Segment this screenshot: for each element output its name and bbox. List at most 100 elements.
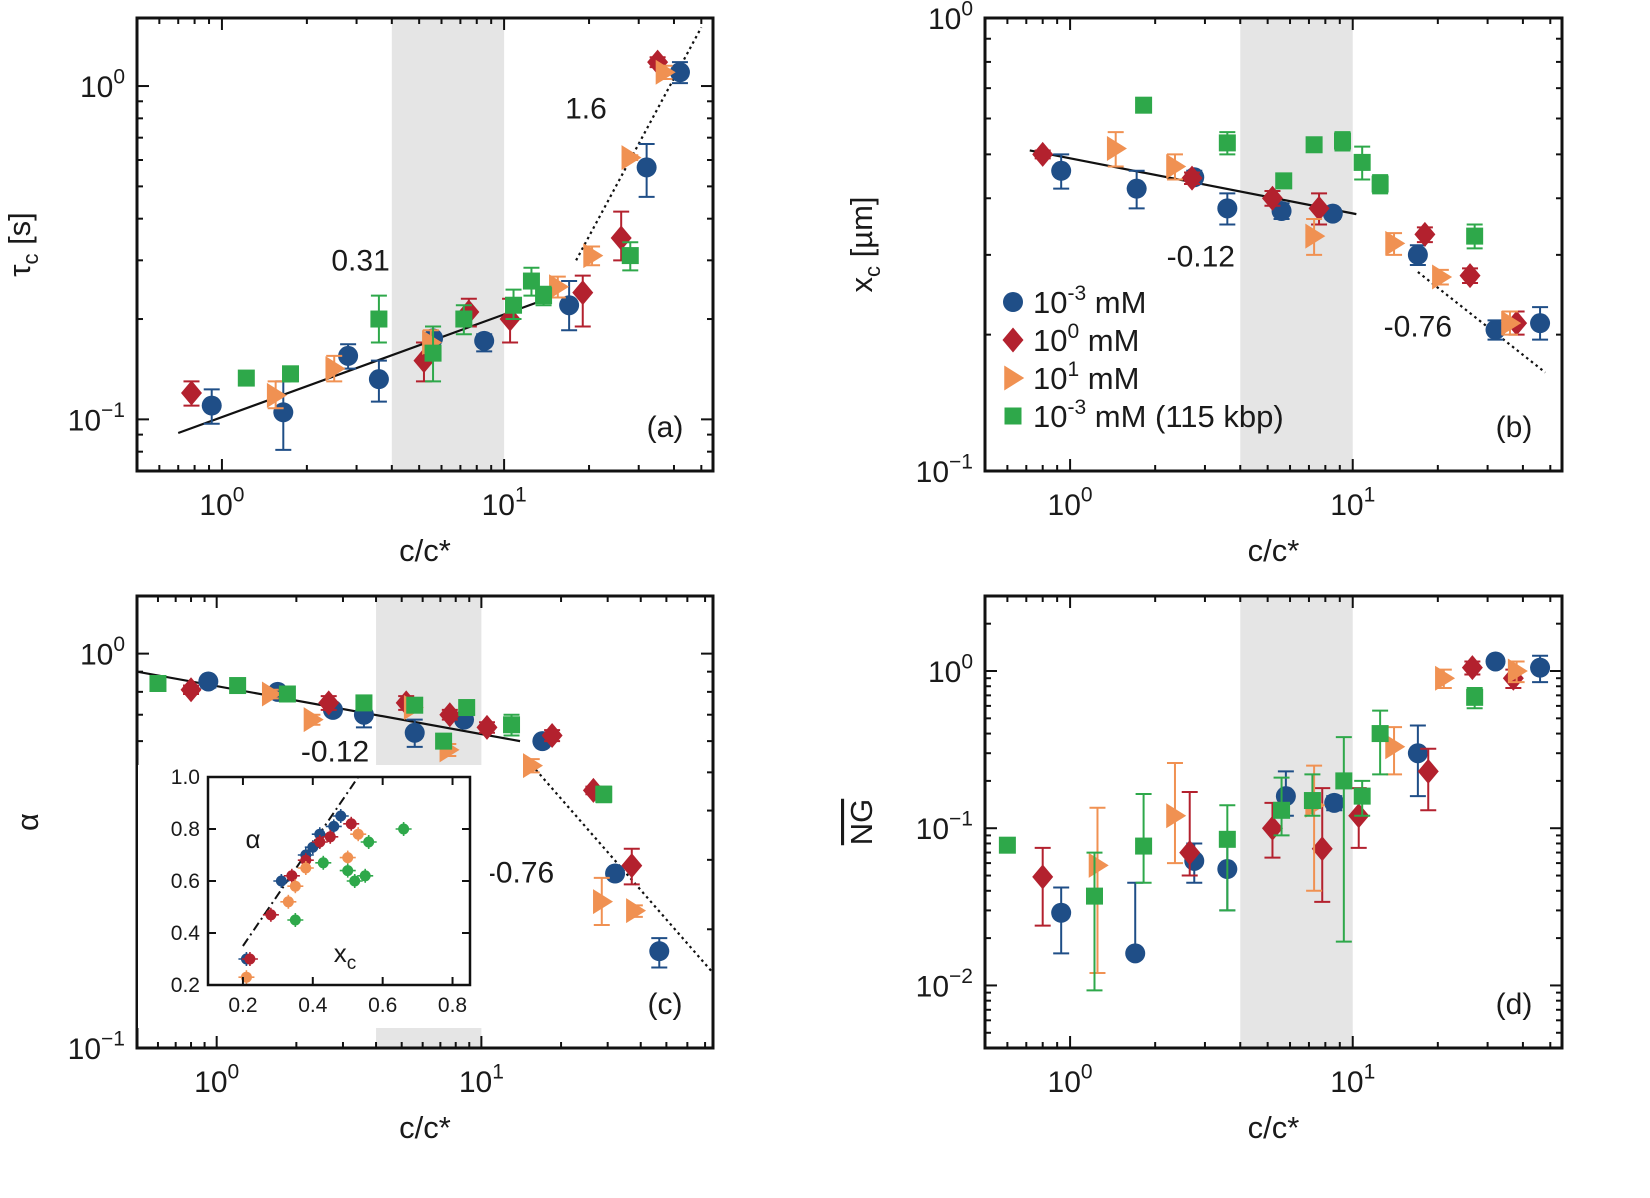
series-c115 — [1135, 96, 1484, 250]
x-tick-label: 101 — [482, 484, 527, 523]
data-point — [636, 157, 657, 178]
x-tick-label: 101 — [1330, 1061, 1375, 1100]
inset-data-point — [352, 828, 364, 840]
y-tick-label: 100 — [80, 66, 125, 105]
series-c115 — [998, 686, 1484, 992]
data-point — [1485, 319, 1506, 340]
data-point — [1032, 864, 1054, 890]
x-tick-label: 100 — [1048, 484, 1093, 523]
x-tick-label: 100 — [194, 1061, 239, 1100]
data-point — [1461, 655, 1483, 681]
axes-frame — [135, 16, 715, 473]
fit-line — [177, 296, 551, 435]
data-point — [325, 356, 346, 382]
data-point — [1353, 153, 1371, 171]
inset-series-c1e1 — [238, 827, 367, 985]
inset-y-tick-label: 0.4 — [171, 922, 201, 945]
data-point — [282, 365, 300, 383]
inset-data-point — [289, 914, 301, 926]
y-tick-label: 10−1 — [916, 451, 973, 490]
legend-label: 100 mM — [1033, 320, 1139, 358]
y-axis-label: τc [s] — [2, 212, 43, 277]
data-point — [605, 863, 626, 884]
y-tick-label: 100 — [928, 651, 973, 690]
x-axis-label: c/c* — [399, 1110, 451, 1145]
data-point — [1385, 230, 1406, 256]
inset-data-point — [328, 820, 340, 832]
legend-marker — [1004, 407, 1022, 425]
y-tick-label: 10−1 — [916, 808, 973, 847]
data-point — [1166, 803, 1187, 829]
data-point — [266, 382, 287, 408]
axes-frame — [983, 16, 1564, 473]
inset-data-point — [300, 862, 312, 874]
x-tick-label: 100 — [199, 484, 244, 523]
series-c1e-3 — [1051, 153, 1551, 341]
data-point — [523, 753, 544, 779]
data-point — [1485, 651, 1506, 672]
legend-label: 10-3 mM — [1033, 282, 1146, 320]
data-point — [1335, 772, 1353, 790]
data-point — [435, 732, 453, 750]
data-point — [1507, 658, 1528, 684]
inset-data-point — [265, 909, 277, 921]
y-tick-label: 10−1 — [68, 399, 125, 438]
inset-data-point — [324, 831, 336, 843]
inset-data-point — [286, 870, 298, 882]
data-point — [1305, 223, 1326, 249]
data-point — [198, 671, 219, 692]
data-point — [1305, 136, 1323, 154]
data-point — [655, 59, 676, 85]
data-point — [621, 145, 642, 171]
inset-y-tick-label: 0.2 — [171, 974, 200, 997]
inset-y-tick-label: 0.6 — [171, 870, 200, 893]
data-point — [201, 395, 222, 416]
fit-line — [527, 760, 713, 974]
inset-data-point — [398, 823, 410, 835]
data-point — [1181, 165, 1203, 191]
series-c1e1 — [1106, 131, 1522, 336]
data-point — [458, 699, 476, 717]
data-point — [229, 677, 247, 695]
inset-data-point — [275, 875, 287, 887]
x-axis-label: c/c* — [1248, 533, 1300, 568]
data-point — [149, 674, 167, 692]
data-point — [1466, 688, 1484, 706]
legend-marker — [1004, 365, 1025, 391]
axes-frame — [983, 594, 1564, 1050]
plot-area — [998, 651, 1551, 992]
plot-area — [1029, 96, 1551, 374]
data-point — [278, 685, 296, 703]
data-point — [998, 836, 1016, 854]
data-point — [1261, 185, 1283, 211]
data-point — [626, 898, 647, 924]
inset-x-tick-label: 0.6 — [368, 994, 397, 1017]
data-point — [621, 853, 643, 879]
data-point — [180, 677, 202, 703]
data-point — [503, 716, 521, 734]
data-point — [368, 369, 389, 390]
inset-x-tick-label: 0.8 — [438, 994, 467, 1017]
y-tick-label: 100 — [928, 0, 973, 36]
data-point — [1324, 792, 1345, 813]
data-point — [1417, 758, 1439, 784]
slope-label: -0.12 — [1167, 240, 1235, 273]
legend-label: 10-3 mM (115 kbp) — [1033, 396, 1284, 434]
slope-label: -0.12 — [301, 735, 369, 768]
inset-data-point — [300, 854, 312, 866]
inset-data-point — [342, 852, 354, 864]
data-point — [406, 696, 424, 714]
inset-data-point — [359, 870, 371, 882]
data-point — [439, 702, 461, 728]
inset-data-point — [363, 836, 375, 848]
data-point — [474, 330, 495, 351]
y-tick-label: 10−2 — [916, 965, 973, 1004]
data-point — [1530, 657, 1551, 678]
y-tick-label: 10−1 — [68, 1028, 125, 1067]
data-point — [593, 889, 614, 915]
y-tick-label: 100 — [80, 633, 125, 672]
data-point — [1275, 172, 1293, 190]
inset-data-point — [244, 953, 256, 965]
